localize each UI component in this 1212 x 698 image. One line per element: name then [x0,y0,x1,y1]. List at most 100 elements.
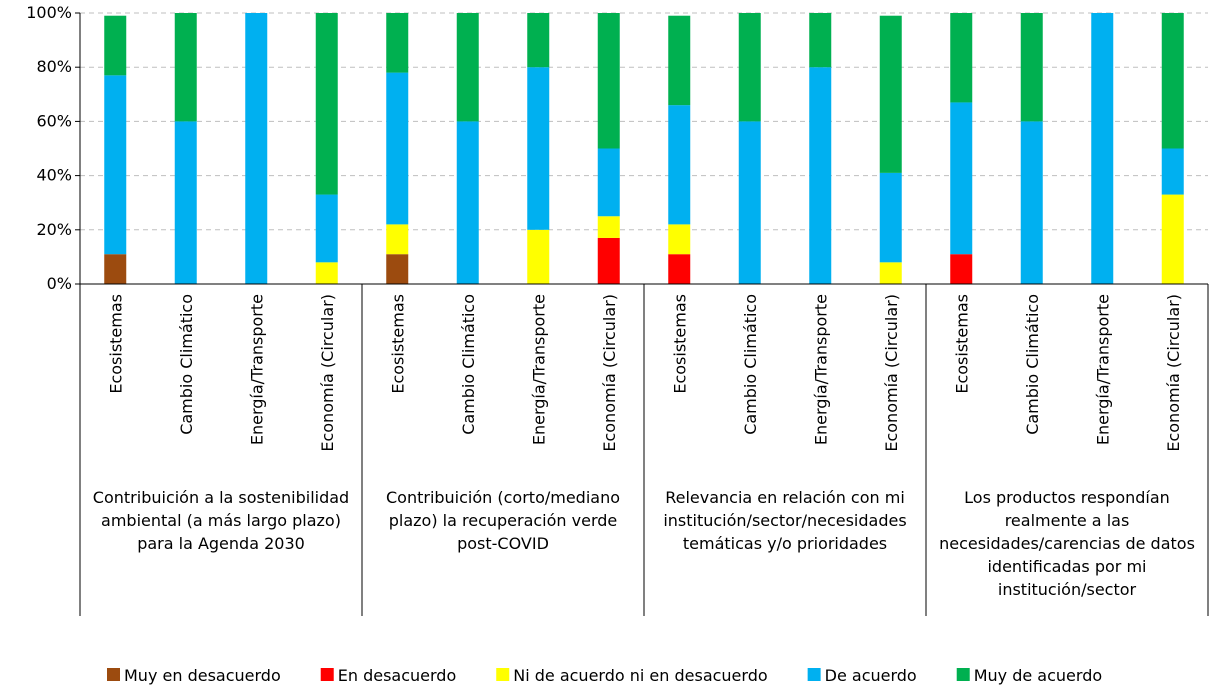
group-label: Los productos respondían realmente a las n… [939,488,1195,599]
group-label-line: necesidades/carencias de datos [939,534,1195,553]
group-label-line: realmente a las [1005,511,1130,530]
bar-segment [527,67,550,230]
bars [104,13,1184,285]
legend-label: Ni de acuerdo ni en desacuerdo [513,666,767,685]
group-labels: Contribuición a la sostenibilidad ambient… [93,488,1195,599]
bar-segment [668,224,691,255]
group-label-line: identificadas por mi [987,557,1146,576]
y-tick-label: 60% [36,111,72,130]
category-label: Energía/Transporte [529,294,548,445]
group-label-line: post-COVID [457,534,549,553]
legend-swatch [320,668,334,681]
group-label-line: Relevancia en relación con mi [665,488,905,507]
legend-swatch [496,668,510,681]
category-label: Ecosistemas [952,294,971,394]
bar-segment [597,237,620,284]
legend-swatch [107,668,120,681]
bar-segment [386,254,409,284]
bar-segment [527,229,550,284]
bar-segment [950,254,973,284]
bar-segment [1020,121,1043,285]
group-label-line: Los productos respondían [964,488,1170,507]
bar-segment [879,15,902,173]
category-label: Economía (Circular) [882,294,901,452]
bar-segment [104,15,127,76]
category-label: Economía (Circular) [318,294,337,452]
bar-segment [104,254,127,284]
bar-segment [315,13,338,195]
bar-segment [386,13,409,73]
bar-segment [386,72,409,225]
gridlines [80,12,1208,231]
bar-segment [879,172,902,263]
bar-segment [879,262,902,284]
bar-segment [386,224,409,255]
legend: Muy en desacuerdo En desacuerdo Ni de acue… [107,666,1102,685]
bar-segment [104,75,127,255]
category-label: Ecosistemas [388,294,407,394]
bar-segment [950,102,973,255]
group-label: Relevancia en relación con mi institución… [663,488,906,553]
bar-segment [1091,13,1114,284]
bar-segment [1161,148,1184,195]
bar-segment [738,13,761,122]
group-label-line: Contribuición (corto/mediano [386,488,620,507]
group-label-line: Contribuición a la sostenibilidad [93,488,349,507]
bar-segment [456,13,479,122]
legend-label: De acuerdo [825,666,917,685]
group-label-line: ambiental (a más largo plazo) [101,511,341,530]
category-label: Economía (Circular) [1164,294,1183,452]
group-label-line: institución/sector [998,580,1137,599]
bar-segment [174,121,197,285]
bar-segment [315,262,338,284]
bar-segment [950,13,973,103]
axes [75,12,1209,616]
group-label-line: para la Agenda 2030 [137,534,305,553]
bar-segment [1161,13,1184,149]
group-label: Contribuición (corto/mediano plazo) la re… [386,488,620,553]
bar-segment [527,13,550,68]
bar-segment [809,13,832,68]
bar-segment [1161,194,1184,284]
category-label: Ecosistemas [106,294,125,394]
bar-segment [597,13,620,149]
category-label: Ecosistemas [670,294,689,394]
bar-segment [597,216,620,238]
category-label: Cambio Climático [741,294,760,435]
legend-label: En desacuerdo [338,666,457,685]
category-label: Cambio Climático [177,294,196,435]
legend-swatch [956,668,970,681]
bar-segment [245,13,268,284]
y-tick-label: 0% [47,274,72,293]
bar-segment [668,254,691,284]
y-axis-tick-labels: 0% 20% 40% 60% 80% 100% [26,3,72,293]
y-tick-label: 80% [36,57,72,76]
category-label: Cambio Climático [1023,294,1042,435]
bar-segment [809,67,832,284]
bar-segment [738,121,761,285]
group-label: Contribuición a la sostenibilidad ambient… [93,488,349,553]
bar-segment [315,194,338,263]
group-label-line: plazo) la recuperación verde [389,511,618,530]
y-tick-label: 40% [36,166,72,185]
y-tick-label: 100% [26,3,72,22]
category-labels: Ecosistemas Cambio Climático Energía/Trans… [106,294,1183,452]
bar-segment [456,121,479,285]
category-label: Energía/Transporte [247,294,266,445]
group-label-line: temáticas y/o prioridades [683,534,887,553]
category-label: Cambio Climático [459,294,478,435]
bar-segment [668,15,691,106]
group-label-line: institución/sector/necesidades [663,511,906,530]
y-tick-label: 20% [36,220,72,239]
bar-segment [668,105,691,225]
bar-segment [597,148,620,217]
bar-segment [174,13,197,122]
legend-label: Muy en desacuerdo [124,666,281,685]
category-label: Economía (Circular) [600,294,619,452]
bar-segment [1020,13,1043,122]
legend-swatch [807,668,821,681]
category-label: Energía/Transporte [811,294,830,445]
legend-label: Muy de acuerdo [974,666,1102,685]
category-label: Energía/Transporte [1093,294,1112,445]
